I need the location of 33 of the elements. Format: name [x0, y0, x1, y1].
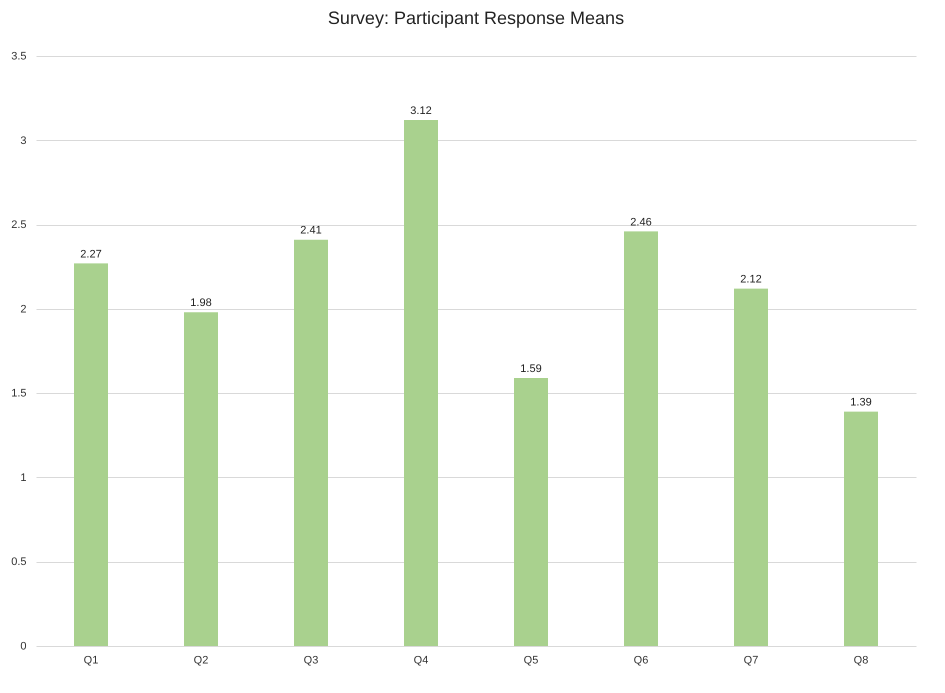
data-label: 2.27 [80, 248, 102, 260]
data-label: 2.46 [630, 216, 652, 228]
data-label: 1.98 [190, 297, 212, 310]
bar [184, 312, 218, 646]
y-tick-label: 0.5 [11, 556, 26, 568]
y-tick-label: 0 [20, 640, 26, 652]
bar [74, 263, 108, 646]
y-tick-label: 2 [20, 303, 26, 316]
x-tick-label: Q6 [634, 654, 648, 666]
bar [844, 412, 878, 646]
bar [404, 120, 438, 646]
y-tick-label: 1.5 [11, 388, 26, 400]
y-tick-label: 2.5 [11, 219, 26, 232]
y-tick-label: 3 [20, 134, 26, 147]
data-label: 1.59 [520, 362, 542, 375]
chart-title: Survey: Participant Response Means [328, 8, 624, 28]
bar [294, 240, 328, 646]
data-label: 2.12 [740, 274, 762, 286]
x-tick-label: Q8 [854, 654, 868, 666]
bar [624, 231, 658, 646]
bar [734, 288, 768, 646]
y-tick-label: 3.5 [11, 50, 26, 62]
x-tick-label: Q7 [744, 654, 758, 666]
data-label: 2.41 [300, 224, 322, 237]
data-label: 3.12 [410, 105, 432, 118]
x-tick-label: Q4 [414, 654, 428, 666]
y-tick-label: 1 [20, 472, 26, 484]
x-tick-label: Q5 [524, 654, 538, 666]
data-label: 1.39 [850, 396, 872, 409]
x-tick-label: Q2 [194, 654, 208, 666]
x-tick-label: Q1 [84, 654, 98, 666]
bar [514, 378, 548, 646]
x-tick-label: Q3 [304, 654, 318, 666]
